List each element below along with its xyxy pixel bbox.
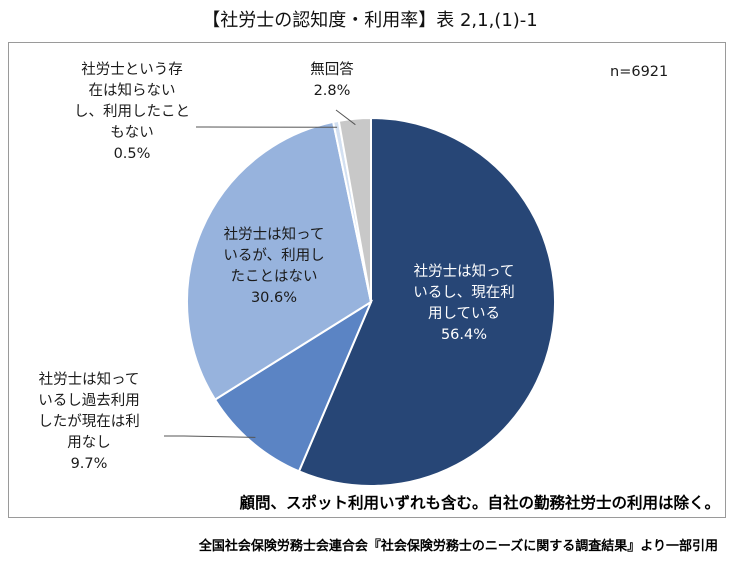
slice-past-users: [213, 299, 374, 473]
slice-label-known-not-used: 社労士は知って いるが、利用し たことはない 30.6%: [223, 227, 325, 306]
source-citation: 全国社会保険労務士会連合会『社会保険労務士のニーズに関する調査結果』より一部引用: [198, 539, 718, 554]
slice-label-no-answer: 無回答 2.8%: [310, 62, 354, 99]
chart-title: 【社労士の認知度・利用率】表 2,1,(1)-1: [202, 10, 538, 31]
slice-current-users: [297, 116, 556, 487]
leader-line-no-answer: [335, 109, 356, 126]
leader-line-past-users: [164, 435, 256, 438]
chart-note: 顧問、スポット利用いずれも含む。自社の勤務社労士の利用は除く。: [239, 494, 720, 512]
chart-frame: [8, 42, 726, 518]
slice-label-unknown: 社労士という存 在は知らない し、利用したこと もない 0.5%: [74, 62, 190, 162]
slice-label-current-users: 社労士は知って いるし、現在利 用している 56.4%: [413, 264, 515, 343]
slice-label-past-users: 社労士は知って いるし過去利用 したが現在は利 用なし 9.7%: [38, 372, 140, 472]
slice-no-answer: [337, 116, 372, 303]
slice-known-not-used: [186, 120, 373, 401]
sample-size-label: n=6921: [610, 64, 669, 80]
